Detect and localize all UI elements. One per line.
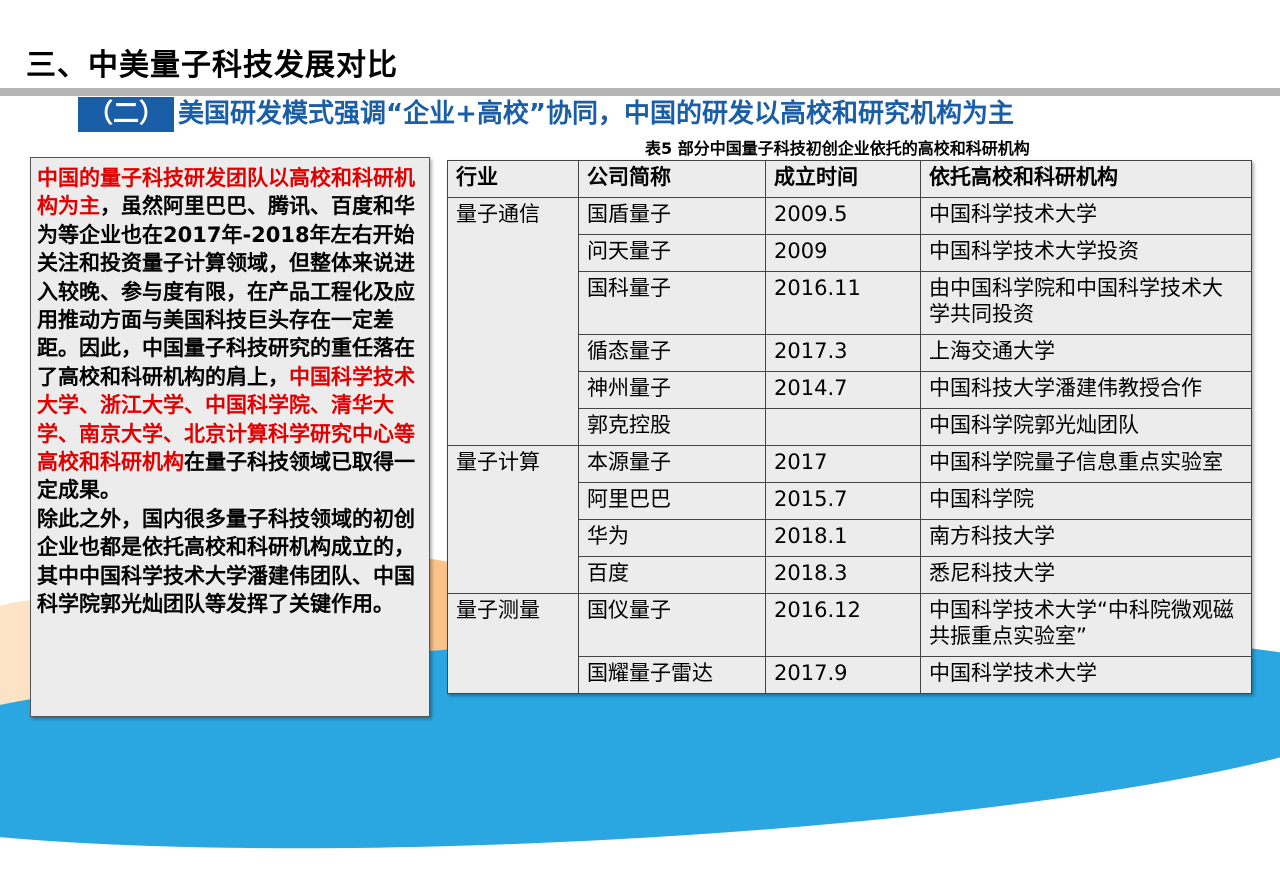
company-cell: 问天量子 [578,234,766,272]
table-row: 百度 2018.3 悉尼科技大学 [448,556,1252,594]
institution-cell: 中国科学技术大学“中科院微观磁共振重点实验室” [920,593,1252,657]
industry-cell: 量子通信 [447,197,579,446]
summary-text-box: 中国的量子科技研发团队以高校和科研机构为主，虽然阿里巴巴、腾讯、百度和华为等企业… [30,157,430,717]
institution-cell: 悉尼科技大学 [920,556,1252,594]
company-cell: 国科量子 [578,271,766,335]
table-row: 国耀量子雷达 2017.9 中国科学技术大学 [448,656,1252,694]
founded-cell: 2018.3 [765,556,921,594]
institution-cell: 中国科技大学潘建伟教授合作 [920,371,1252,409]
company-cell: 百度 [578,556,766,594]
subtitle-text: 美国研发模式强调“企业+高校”协同，中国的研发以高校和研究机构为主 [178,99,1014,129]
body-text: ，虽然阿里巴巴、腾讯、百度和华为等企业也在2017年-2018年左右开始关注和投… [37,194,415,389]
divider-bar [0,88,1280,96]
table-row: 量子计算 本源量子 2017 中国科学院量子信息重点实验室 [447,445,1252,594]
company-cell: 华为 [578,519,766,557]
institution-cell: 南方科技大学 [920,519,1252,557]
institutions-table: 行业 公司简称 成立时间 依托高校和科研机构 量子通信 国盾量子 2009.5 中国科学技术… [447,160,1252,694]
founded-cell: 2016.11 [765,271,921,335]
industry-cell: 量子测量 [447,593,579,694]
founded-cell: 2009.5 [765,197,921,235]
table-row: 国科量子 2016.11 由中国科学院和中国科学技术大学共同投资 [448,271,1252,335]
founded-cell: 2015.7 [765,482,921,520]
highlight-text: 中国科学技术大学、浙江大学、中国科学院、清华大学、南京大学、北京计算科学研究中心… [37,364,415,475]
institution-cell: 中国科学院郭光灿团队 [920,408,1252,446]
institution-cell: 中国科学技术大学投资 [920,234,1252,272]
founded-cell [765,408,921,446]
column-header: 行业 [447,160,579,198]
body-text: 除此之外，国内很多量子科技领域的初创企业也都是依托高校和科研机构成立的，其中中国… [37,506,415,617]
company-cell: 阿里巴巴 [578,482,766,520]
table-row: 问天量子 2009 中国科学技术大学投资 [448,234,1252,272]
company-cell: 郭克控股 [578,408,766,446]
founded-cell: 2017.9 [765,656,921,694]
company-cell: 循态量子 [578,334,766,372]
institution-cell: 中国科学技术大学 [920,197,1252,235]
table-row: 华为 2018.1 南方科技大学 [448,519,1252,557]
company-cell: 本源量子 [578,445,766,483]
institution-cell: 由中国科学院和中国科学技术大学共同投资 [920,271,1252,335]
founded-cell: 2009 [765,234,921,272]
company-cell: 国盾量子 [578,197,766,235]
subtitle-number: （二） [78,97,174,132]
table-row: 量子通信 国盾量子 2009.5 中国科学技术大学 [447,197,1252,446]
company-cell: 国仪量子 [578,593,766,657]
founded-cell: 2018.1 [765,519,921,557]
table-caption: 表5 部分中国量子科技初创企业依托的高校和科研机构 [645,139,1030,158]
column-header: 成立时间 [765,160,921,198]
institution-cell: 中国科学院量子信息重点实验室 [920,445,1252,483]
column-header: 公司简称 [578,160,766,198]
table-row: 循态量子 2017.3 上海交通大学 [448,334,1252,372]
table-row: 神州量子 2014.7 中国科技大学潘建伟教授合作 [448,371,1252,409]
table-row: 郭克控股 中国科学院郭光灿团队 [448,408,1252,446]
highlight-text: 中国的量子科技研发团队以高校和科研机构为主 [37,166,415,219]
founded-cell: 2017.3 [765,334,921,372]
table-row: 量子测量 国仪量子 2016.12 中国科学技术大学“中科院微观磁共振重点实验室” [447,593,1252,694]
column-header: 依托高校和科研机构 [920,160,1252,198]
institution-cell: 中国科学院 [920,482,1252,520]
company-cell: 神州量子 [578,371,766,409]
institution-cell: 上海交通大学 [920,334,1252,372]
founded-cell: 2017 [765,445,921,483]
founded-cell: 2014.7 [765,371,921,409]
slide-title: 三、中美量子科技发展对比 [26,48,398,83]
founded-cell: 2016.12 [765,593,921,657]
institution-cell: 中国科学技术大学 [920,656,1252,694]
industry-cell: 量子计算 [447,445,579,594]
body-text: 在量子科技领域已取得一定成果。 [37,450,415,503]
company-cell: 国耀量子雷达 [578,656,766,694]
